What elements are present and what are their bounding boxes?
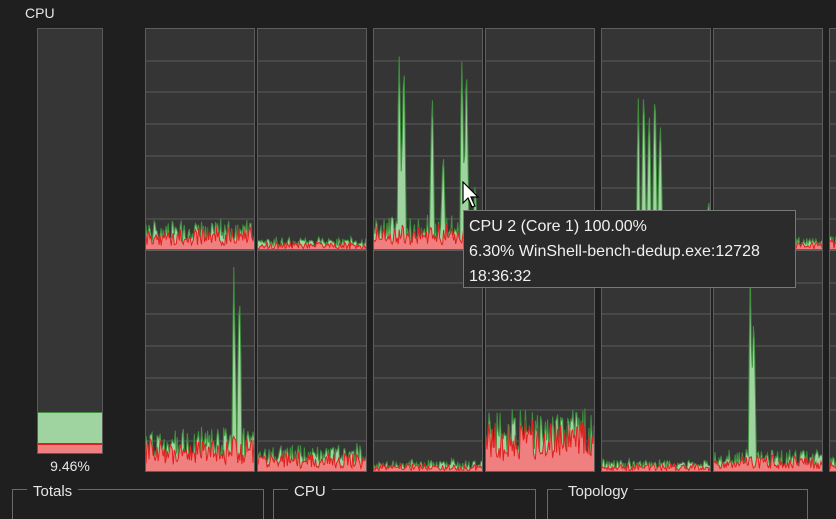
kernel-usage-line: [146, 226, 254, 247]
totals-group: Totals: [12, 483, 264, 519]
totals-group-title: Totals: [27, 483, 79, 500]
kernel-usage-line: [602, 462, 710, 471]
kernel-usage-line: [258, 240, 366, 249]
core-graph-13[interactable]: [829, 250, 836, 472]
topology-group-title: Topology: [562, 483, 635, 500]
user-usage-area: [602, 98, 710, 249]
core-usage-tooltip: CPU 2 (Core 1) 100.00% 6.30% WinShell-be…: [463, 210, 796, 288]
user-usage-line: [486, 408, 594, 455]
user-usage-line: [714, 266, 822, 468]
kernel-usage-line: [486, 419, 594, 461]
cpu-group-title: CPU: [288, 483, 332, 500]
mouse-cursor-icon: [462, 181, 480, 208]
total-cpu-usage-label: 9.46%: [50, 458, 90, 474]
tooltip-time-line: 18:36:32: [469, 268, 532, 285]
tooltip-core-line: CPU 2 (Core 1) 100.00%: [469, 218, 647, 235]
core-graph-7[interactable]: [145, 250, 255, 472]
kernel-usage-line: [146, 435, 254, 465]
kernel-usage-area: [374, 463, 482, 471]
total-kernel-usage-fill: [38, 443, 102, 453]
user-usage-line: [146, 266, 254, 461]
core-graph-6[interactable]: [829, 28, 836, 250]
tooltip-process-line: 6.30% WinShell-bench-dedup.exe:12728: [469, 243, 760, 260]
user-usage-line: [374, 456, 482, 471]
user-usage-area: [374, 56, 482, 249]
topology-group: Topology: [547, 483, 808, 519]
kernel-usage-area: [714, 454, 822, 471]
kernel-usage-line: [374, 462, 482, 471]
cpu-group: CPU: [273, 483, 536, 519]
core-graph-8[interactable]: [257, 250, 367, 472]
core-graph-1[interactable]: [257, 28, 367, 250]
user-usage-area: [830, 457, 836, 471]
total-cpu-usage-bar: [37, 28, 103, 454]
kernel-usage-line: [714, 453, 822, 470]
core-graph-0[interactable]: [145, 28, 255, 250]
user-usage-line: [830, 456, 836, 467]
kernel-usage-line: [258, 451, 366, 471]
kernel-usage-area: [486, 420, 594, 471]
kernel-usage-area: [374, 223, 482, 249]
cpu-section-title: CPU: [25, 5, 55, 21]
